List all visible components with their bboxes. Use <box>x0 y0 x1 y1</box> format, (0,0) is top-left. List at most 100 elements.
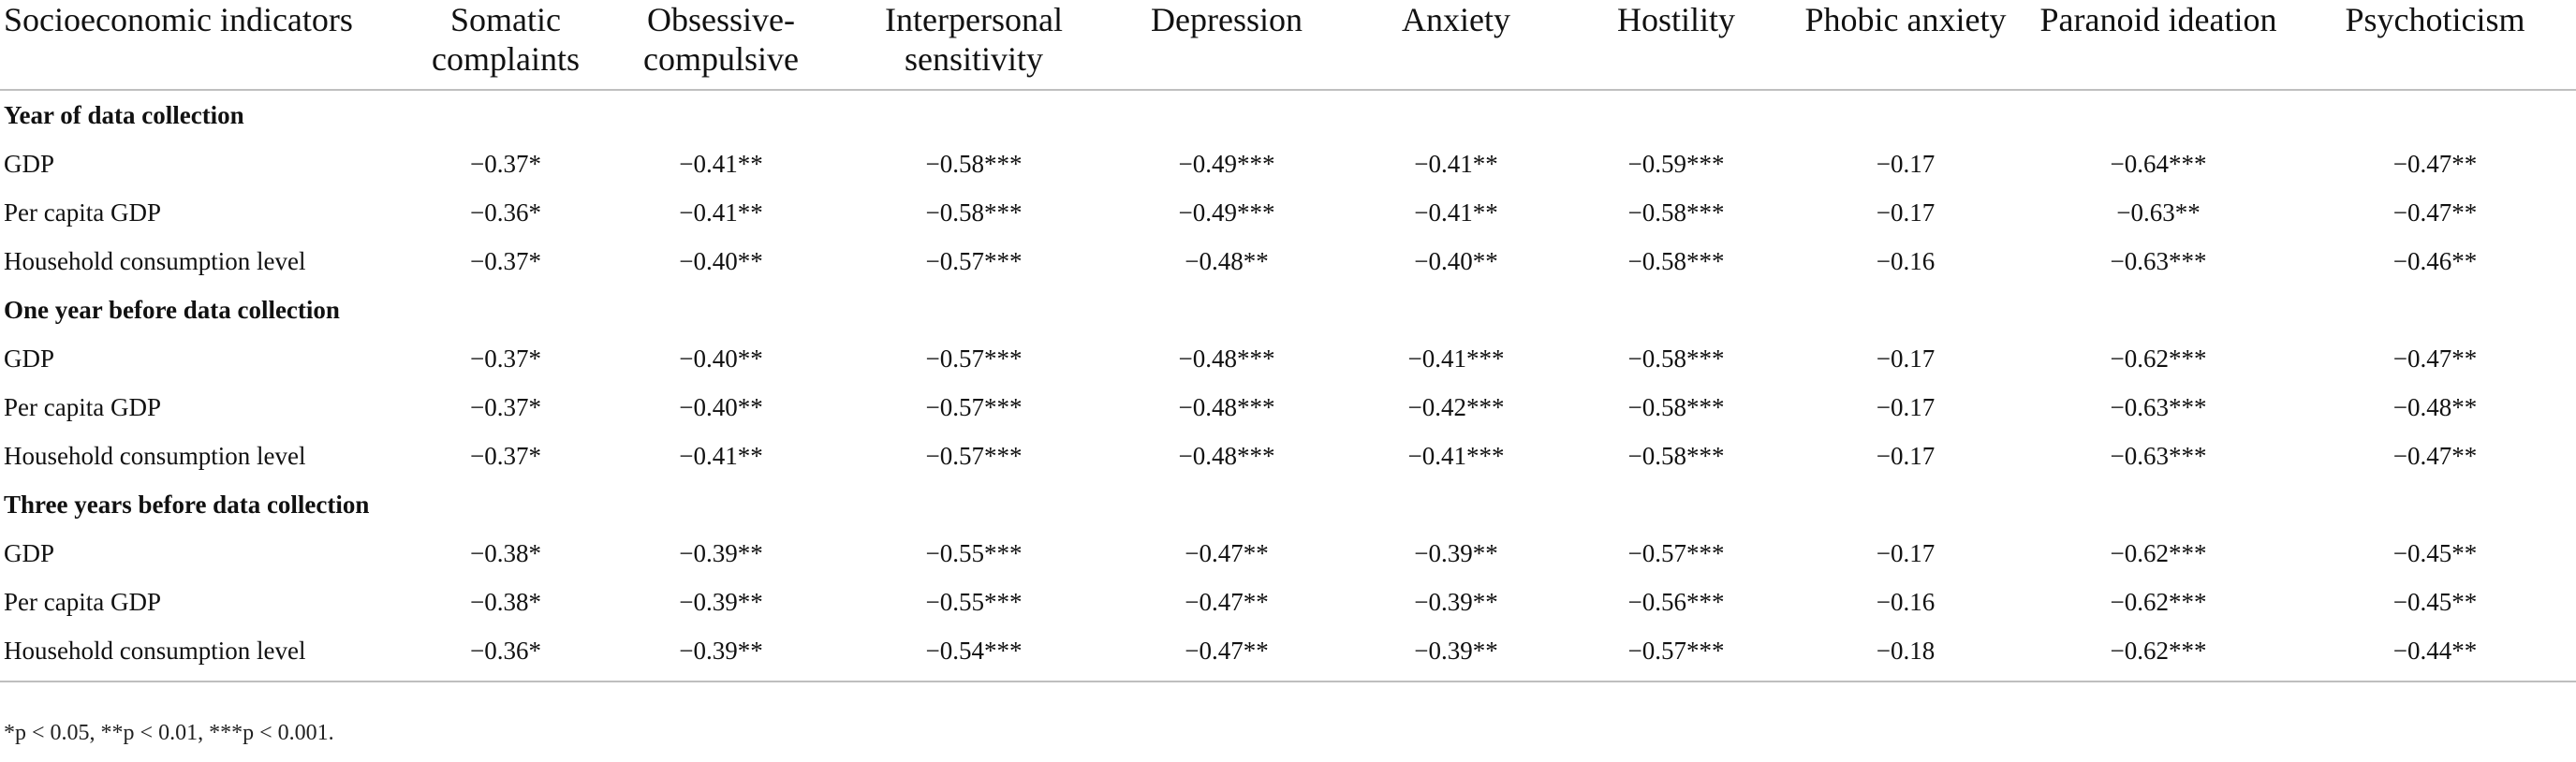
table-row: Per capita GDP −0.36* −0.41** −0.58*** −0.49… <box>0 188 2576 237</box>
row-label: GDP <box>4 344 55 373</box>
table-cell: −0.17 <box>1876 392 1936 421</box>
table-cell: −0.41*** <box>1407 344 1505 373</box>
table-cell: −0.57*** <box>925 392 1023 421</box>
table-cell: −0.41** <box>679 198 763 227</box>
row-label: Household consumption level <box>0 626 412 682</box>
row-label: Per capita GDP <box>4 198 161 227</box>
column-header: Interpersonal sensitivity <box>843 0 1105 91</box>
table-cell: −0.40** <box>679 392 763 421</box>
table-cell: −0.42*** <box>1407 392 1505 421</box>
table-cell: −0.41** <box>679 441 763 470</box>
table-cell: −0.48*** <box>1178 344 1275 373</box>
group-title: Three years before data collection <box>4 490 370 519</box>
table-cell: −0.38* <box>470 587 541 616</box>
table-cell: −0.49*** <box>1178 198 1275 227</box>
row-label: Household consumption level <box>4 441 306 470</box>
table-row: Household consumption level −0.36* −0.39**… <box>0 626 2576 682</box>
column-header: Obsessive-compulsive <box>599 0 843 91</box>
table-cell: −0.45** <box>2392 587 2478 616</box>
table-cell: −0.63*** <box>2110 246 2207 275</box>
table-row: Per capita GDP −0.37* −0.40** −0.57*** −0.48… <box>0 383 2576 432</box>
group-row: One year before data collection <box>0 286 2576 334</box>
table-cell: −0.16 <box>1876 246 1936 275</box>
table-cell: −0.17 <box>1876 198 1936 227</box>
row-label: Household consumption level <box>4 246 306 275</box>
table-cell: −0.47** <box>2392 149 2478 178</box>
table-cell: −0.17 <box>1876 344 1936 373</box>
table-cell: −0.39** <box>1414 538 1498 567</box>
table-cell: −0.55*** <box>925 538 1023 567</box>
table-cell: −0.63*** <box>2110 441 2207 470</box>
table-row: GDP −0.38* −0.39** −0.55*** −0.47** −0.39** −0… <box>0 529 2576 578</box>
table-cell: −0.57*** <box>925 344 1023 373</box>
table-cell: −0.37* <box>470 344 541 373</box>
table-cell: −0.57*** <box>925 441 1023 470</box>
table-cell: −0.62*** <box>2110 538 2207 567</box>
column-header: Paranoid ideation <box>2023 0 2294 91</box>
column-header: Psychoticism <box>2294 0 2576 91</box>
table-cell: −0.36* <box>470 198 541 227</box>
table-cell: −0.41** <box>1414 198 1498 227</box>
table-footnote: *p < 0.05, **p < 0.01, ***p < 0.001. <box>4 721 334 745</box>
table-cell: −0.41** <box>1414 149 1498 178</box>
group-title: Year of data collection <box>4 100 244 129</box>
table-cell: −0.18 <box>1788 626 2023 682</box>
column-header: Somatic complaints <box>412 0 599 91</box>
table-cell: −0.40** <box>679 246 763 275</box>
table-cell: −0.46** <box>2392 246 2478 275</box>
table-cell: −0.39** <box>599 626 843 682</box>
table-cell: −0.62*** <box>2110 344 2207 373</box>
row-label: Per capita GDP <box>4 392 161 421</box>
column-header: Anxiety <box>1348 0 1564 91</box>
table-cell: −0.47** <box>1105 626 1348 682</box>
table-cell: −0.17 <box>1876 149 1936 178</box>
table-cell: −0.49*** <box>1178 149 1275 178</box>
table-cell: −0.58*** <box>1627 198 1725 227</box>
table-cell: −0.63*** <box>2110 392 2207 421</box>
header-row: Socioeconomic indicators Somatic complai… <box>0 0 2576 91</box>
table-cell: −0.37* <box>470 149 541 178</box>
table-cell: −0.17 <box>1876 441 1936 470</box>
table-row: GDP −0.37* −0.40** −0.57*** −0.48*** −0.41***… <box>0 334 2576 383</box>
table-cell: −0.57*** <box>925 246 1023 275</box>
table-row: Per capita GDP −0.38* −0.39** −0.55*** −0.47… <box>0 578 2576 626</box>
table-cell: −0.40** <box>1414 246 1498 275</box>
table-cell: −0.37* <box>470 441 541 470</box>
table-cell: −0.47** <box>2392 198 2478 227</box>
table-cell: −0.47** <box>1185 587 1269 616</box>
table-cell: −0.54*** <box>843 626 1105 682</box>
table-cell: −0.62*** <box>2110 587 2207 616</box>
table-cell: −0.58*** <box>1627 246 1725 275</box>
table-cell: −0.48** <box>2392 392 2478 421</box>
table-cell: −0.47** <box>1185 538 1269 567</box>
correlation-table: Socioeconomic indicators Somatic complai… <box>0 0 2576 682</box>
group-row: Three years before data collection <box>0 480 2576 529</box>
table-cell: −0.63** <box>2116 198 2201 227</box>
table-cell: −0.59*** <box>1627 149 1725 178</box>
table-cell: −0.39** <box>1348 626 1564 682</box>
group-row: Year of data collection <box>0 90 2576 139</box>
table-cell: −0.58*** <box>1627 344 1725 373</box>
table-cell: −0.41*** <box>1407 441 1505 470</box>
table-cell: −0.45** <box>2392 538 2478 567</box>
group-title: One year before data collection <box>4 295 340 324</box>
table-cell: −0.37* <box>470 246 541 275</box>
table-cell: −0.39** <box>679 538 763 567</box>
table-cell: −0.57*** <box>1627 538 1725 567</box>
table-cell: −0.58*** <box>925 198 1023 227</box>
table-cell: −0.47** <box>2392 441 2478 470</box>
column-header: Socioeconomic indicators <box>0 0 412 91</box>
table-cell: −0.64*** <box>2110 149 2207 178</box>
table-cell: −0.57*** <box>1564 626 1788 682</box>
table-cell: −0.16 <box>1876 587 1936 616</box>
table-body: Year of data collection GDP −0.37* −0.41** −… <box>0 90 2576 682</box>
column-header: Hostility <box>1564 0 1788 91</box>
table-cell: −0.56*** <box>1627 587 1725 616</box>
table-cell: −0.40** <box>679 344 763 373</box>
table-cell: −0.48*** <box>1178 441 1275 470</box>
table-cell: −0.48*** <box>1178 392 1275 421</box>
table-cell: −0.58*** <box>1627 441 1725 470</box>
table-cell: −0.58*** <box>1627 392 1725 421</box>
table-cell: −0.17 <box>1876 538 1936 567</box>
table-row: Household consumption level −0.37* −0.40**… <box>0 237 2576 286</box>
